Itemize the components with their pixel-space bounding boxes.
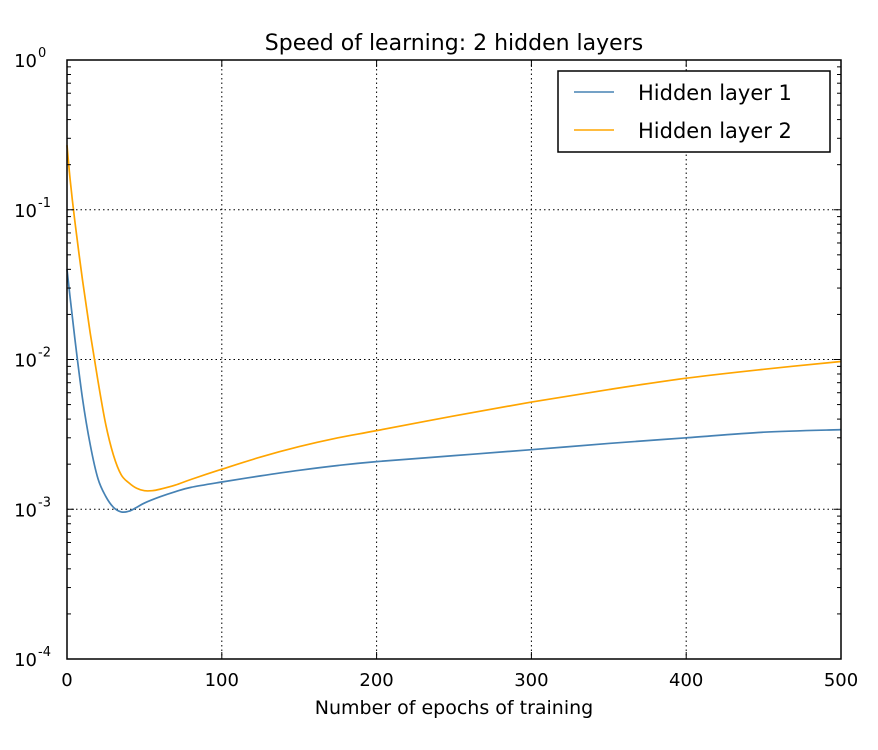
legend-label-hidden-layer-2: Hidden layer 2 xyxy=(638,119,792,143)
y-tick-label-exponent: -4 xyxy=(38,645,51,660)
x-axis-label: Number of epochs of training xyxy=(315,697,593,719)
y-tick-label: 10 -3 xyxy=(14,495,51,521)
y-tick-label: 10 -4 xyxy=(14,645,51,671)
y-tick-label-base: 10 xyxy=(14,650,37,671)
series-lines xyxy=(66,145,842,514)
y-tick-label-exponent: -3 xyxy=(38,495,51,510)
y-tick-label: 10 0 xyxy=(14,46,46,72)
y-tick-label: 10 -1 xyxy=(14,196,51,222)
x-tick-label: 300 xyxy=(514,670,548,691)
y-tick-label-exponent: 0 xyxy=(38,46,46,61)
x-tick-label: 400 xyxy=(669,670,703,691)
y-tick-label-exponent: -2 xyxy=(38,346,51,361)
legend-label-hidden-layer-1: Hidden layer 1 xyxy=(638,81,792,105)
legend-box xyxy=(557,70,831,153)
y-tick-label-base: 10 xyxy=(14,351,37,372)
y-tick-label-base: 10 xyxy=(14,51,37,72)
y-tick-label-base: 10 xyxy=(14,500,37,521)
series-line-hidden-layer-2 xyxy=(66,145,842,492)
y-tick-label-exponent: -1 xyxy=(38,196,51,211)
y-tick-label-base: 10 xyxy=(14,201,37,222)
series-line-hidden-layer-1 xyxy=(66,269,842,514)
chart-title: Speed of learning: 2 hidden layers xyxy=(265,31,643,56)
legend: Hidden layer 1 Hidden layer 2 xyxy=(557,70,831,153)
x-tick-label: 100 xyxy=(205,670,239,691)
grid-lines xyxy=(67,60,841,659)
x-tick-label: 500 xyxy=(824,670,858,691)
x-tick-label: 200 xyxy=(359,670,393,691)
x-tick-label: 0 xyxy=(61,670,72,691)
y-tick-label: 10 -2 xyxy=(14,346,51,372)
